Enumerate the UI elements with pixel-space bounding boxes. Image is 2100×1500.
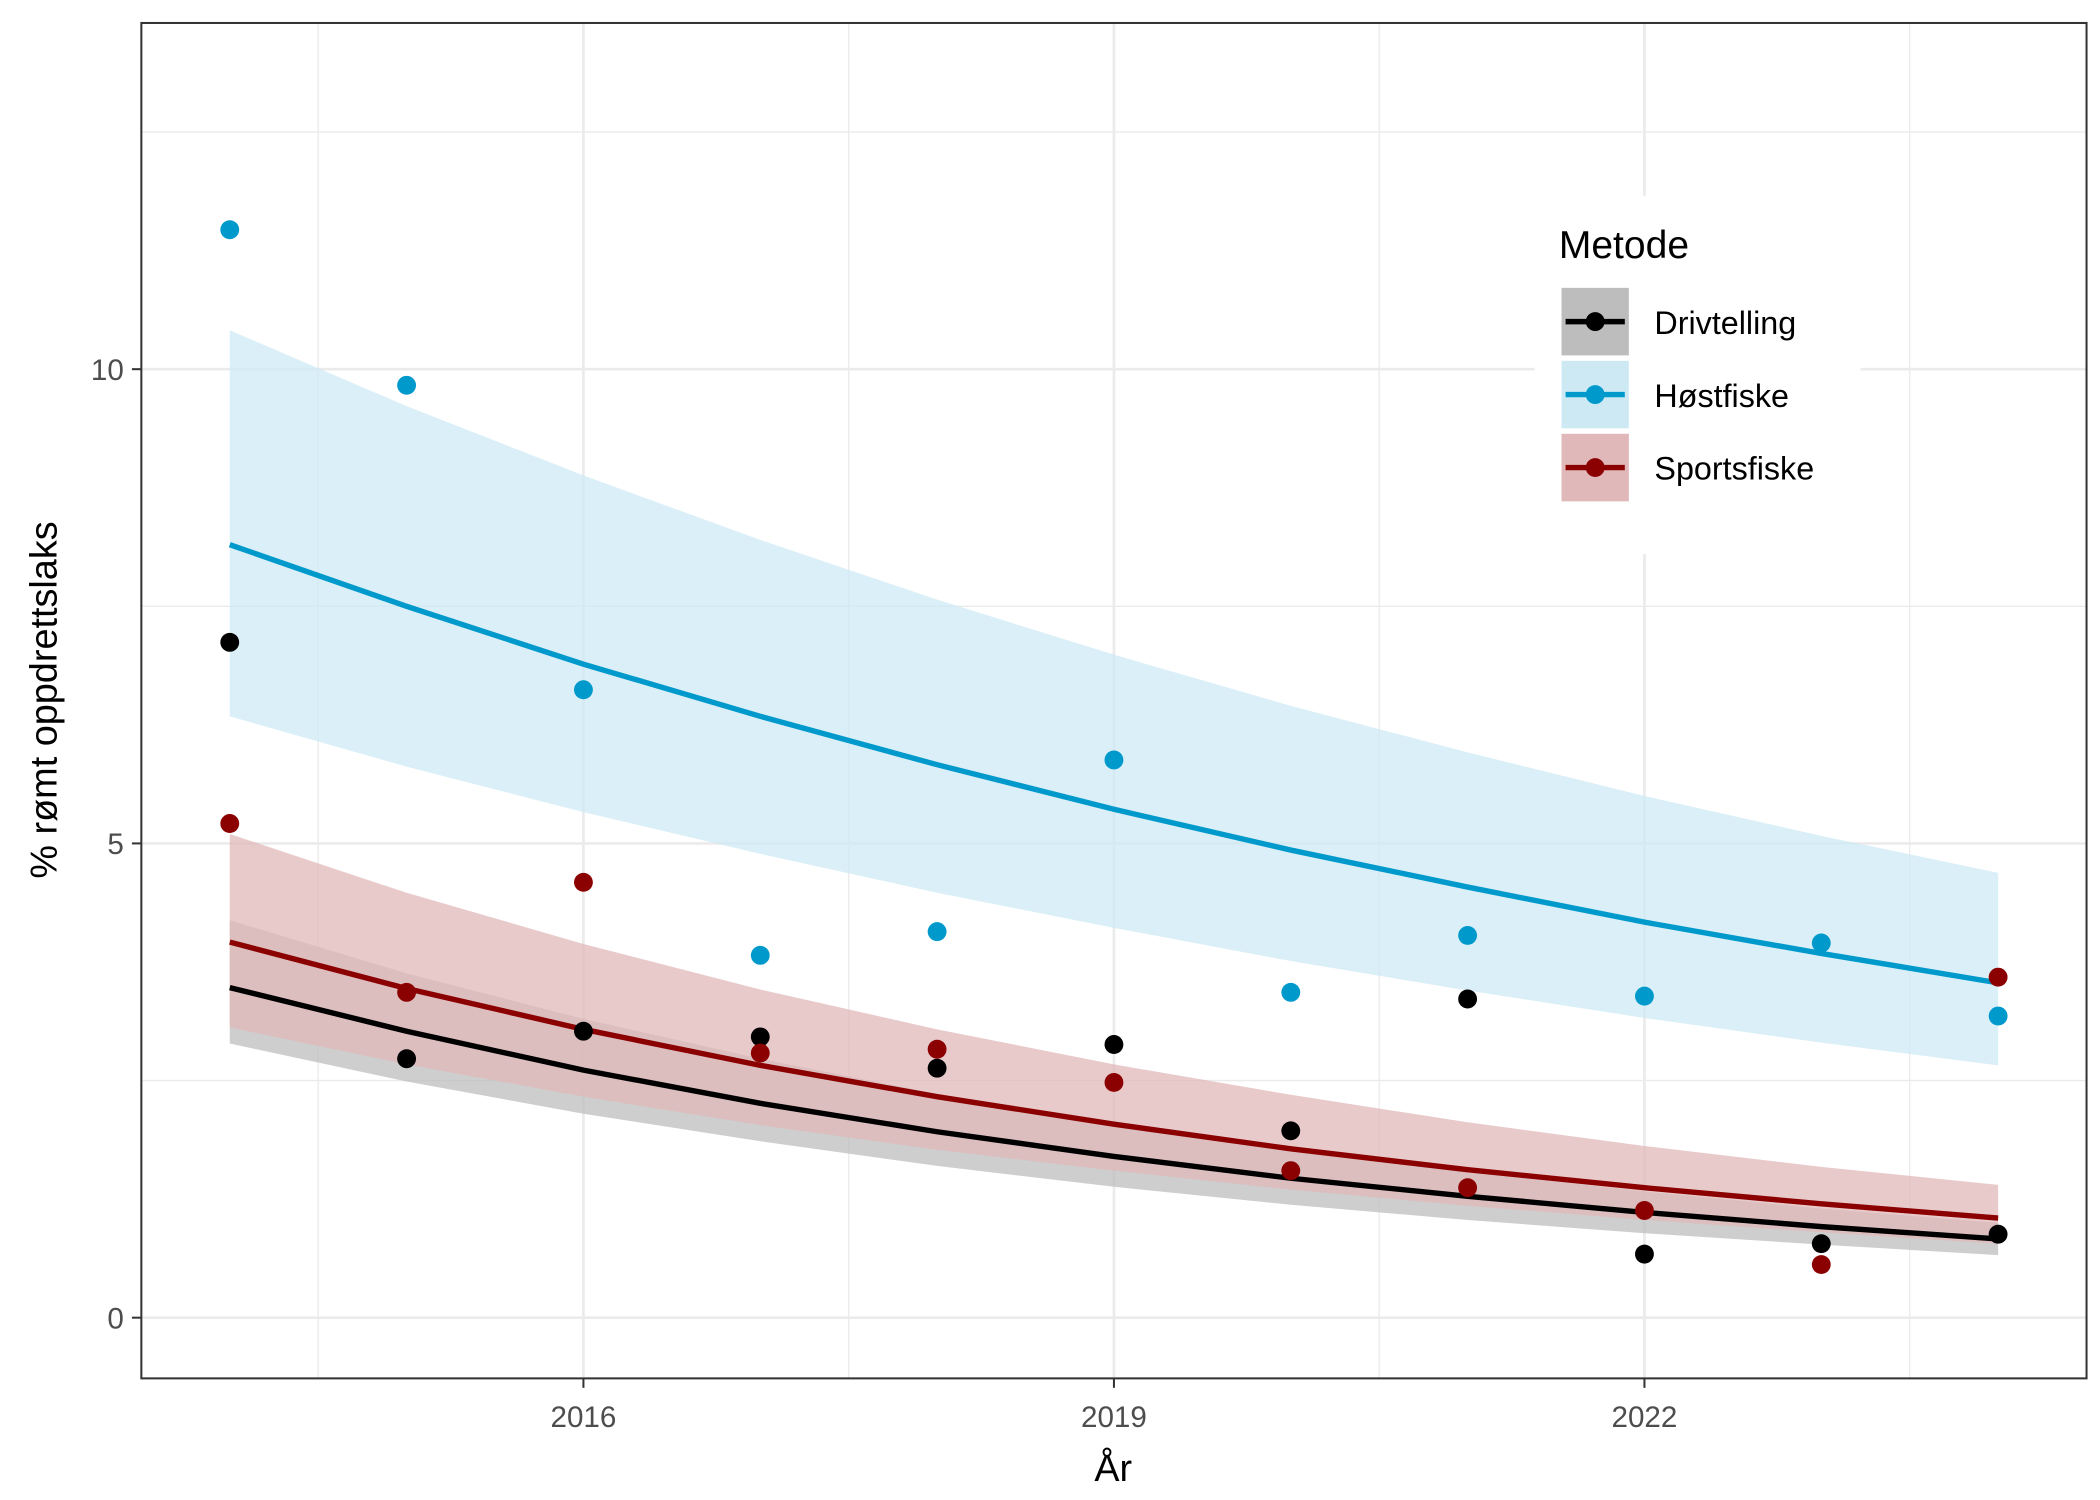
- point-drivtelling: [1635, 1244, 1654, 1264]
- y-axis-title: % rømt oppdrettslaks: [24, 521, 66, 878]
- band-sportsfiske: [229, 833, 1999, 1244]
- point-sportsfiske: [1988, 967, 2008, 987]
- fit-line-hostfiske: [228, 542, 1999, 986]
- point-hostfiske: [1988, 1006, 2008, 1026]
- point-drivtelling: [1281, 1121, 1301, 1141]
- point-hostfiske: [397, 375, 417, 395]
- band-hostfiske: [229, 330, 1999, 1066]
- legend-label-hostfiske: Høstfiske: [1654, 378, 1789, 414]
- fit-line-sportsfiske: [229, 939, 1999, 1221]
- point-sportsfiske: [1281, 1161, 1301, 1181]
- y-tick-label: 5: [107, 828, 123, 861]
- point-hostfiske: [220, 220, 240, 240]
- point-drivtelling: [220, 632, 240, 652]
- point-sportsfiske: [220, 814, 240, 833]
- point-drivtelling: [1458, 989, 1478, 1009]
- point-sportsfiske: [397, 982, 417, 1002]
- point-sportsfiske: [1458, 1178, 1478, 1198]
- point-hostfiske: [1811, 933, 1831, 953]
- point-hostfiske: [1458, 925, 1478, 945]
- point-drivtelling: [927, 1058, 947, 1078]
- point-drivtelling: [397, 1049, 417, 1069]
- point-sportsfiske: [1635, 1201, 1654, 1220]
- point-drivtelling: [750, 1027, 770, 1047]
- data-points: [220, 220, 2008, 1275]
- point-sportsfiske: [1811, 1255, 1831, 1275]
- point-sportsfiske: [750, 1043, 770, 1063]
- legend: Metode Drivtelling Høstfiske Sportsfiske: [1534, 195, 1861, 555]
- x-tick-label: 2016: [551, 1401, 617, 1434]
- legend-key-point: [1585, 458, 1605, 478]
- point-drivtelling: [574, 1021, 593, 1041]
- fit-lines: [228, 542, 1999, 1242]
- legend-title: Metode: [1559, 224, 1689, 267]
- point-sportsfiske: [927, 1039, 947, 1059]
- axis-ticks: 2016 2019 2022 0 5 10: [91, 354, 1677, 1434]
- fit-line-drivtelling: [229, 984, 1999, 1242]
- x-tick-label: 2019: [1081, 1401, 1147, 1434]
- legend-label-drivtelling: Drivtelling: [1654, 305, 1796, 341]
- point-hostfiske: [1635, 986, 1654, 1006]
- point-hostfiske: [927, 922, 947, 942]
- legend-key-point: [1585, 385, 1605, 405]
- point-sportsfiske: [574, 872, 593, 892]
- confidence-bands: [229, 330, 1999, 1256]
- x-tick-label: 2022: [1612, 1401, 1678, 1434]
- point-drivtelling: [1988, 1224, 2008, 1244]
- point-hostfiske: [1281, 982, 1301, 1002]
- point-hostfiske: [750, 945, 770, 965]
- y-tick-label: 10: [91, 354, 124, 387]
- x-axis-title: År: [1094, 1448, 1132, 1490]
- y-tick-label: 0: [107, 1302, 123, 1335]
- point-hostfiske: [1104, 750, 1124, 770]
- point-drivtelling: [1811, 1234, 1831, 1254]
- legend-key-point: [1585, 312, 1605, 332]
- point-hostfiske: [574, 680, 593, 700]
- point-sportsfiske: [1104, 1072, 1124, 1092]
- legend-label-sportsfiske: Sportsfiske: [1654, 451, 1814, 487]
- point-drivtelling: [1104, 1035, 1124, 1054]
